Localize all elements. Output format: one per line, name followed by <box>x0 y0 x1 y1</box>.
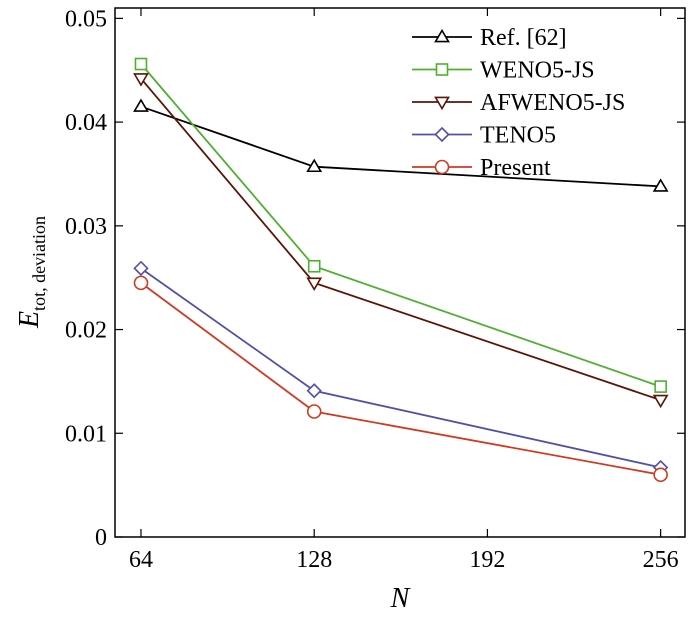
x-tick-label: 192 <box>469 547 505 573</box>
y-axis-label-sub: tot, deviation <box>29 216 49 311</box>
legend-marker <box>434 126 450 143</box>
series-afweno5-js <box>133 73 669 409</box>
legend-item: Present <box>412 155 551 181</box>
y-tick-label: 0.03 <box>65 214 107 240</box>
y-tick-label: 0.02 <box>65 318 107 344</box>
data-point <box>133 73 149 87</box>
y-axis-label: Etot, deviation <box>14 216 49 329</box>
data-point <box>133 275 149 291</box>
series-ref-62- <box>133 98 669 192</box>
legend-marker <box>434 28 450 43</box>
plot-frame <box>114 7 686 538</box>
data-point <box>306 158 323 173</box>
x-tick-label: 256 <box>643 547 679 573</box>
x-tick-label: 128 <box>296 547 332 573</box>
legend-label: Present <box>480 155 551 181</box>
legend-item: TENO5 <box>412 123 556 149</box>
legend-label: AFWENO5-JS <box>480 90 625 116</box>
series-line <box>140 105 661 188</box>
x-axis-label: N <box>390 583 411 614</box>
data-point <box>306 383 322 399</box>
legend-marker <box>435 63 449 76</box>
legend-marker <box>434 96 450 111</box>
series-present <box>133 275 668 483</box>
series-teno5 <box>133 260 669 476</box>
series-line <box>140 267 661 469</box>
y-axis-label-main: E <box>14 311 45 329</box>
data-point <box>307 259 321 273</box>
data-point <box>134 57 148 71</box>
data-point <box>652 394 669 409</box>
legend-item: WENO5-JS <box>412 58 595 84</box>
y-tick-label: 0.01 <box>65 421 107 447</box>
data-point <box>654 380 667 393</box>
legend-item: AFWENO5-JS <box>412 90 625 116</box>
data-point <box>306 277 323 291</box>
data-point <box>133 260 149 276</box>
series-line <box>140 77 661 401</box>
svg-text:Etot, deviation: Etot, deviation <box>14 216 49 329</box>
y-tick-label: 0.05 <box>65 6 107 32</box>
legend-label: TENO5 <box>480 123 556 149</box>
series-weno5-js <box>134 57 667 393</box>
data-point <box>306 404 322 419</box>
y-tick-label: 0 <box>95 525 107 551</box>
legend-item: Ref. [62] <box>412 25 567 51</box>
x-tick-label: 64 <box>129 547 153 573</box>
legend-label: Ref. [62] <box>480 25 567 51</box>
legend-marker <box>434 159 450 175</box>
data-point <box>653 467 668 483</box>
data-point <box>652 178 669 192</box>
data-point <box>133 98 149 112</box>
legend-label: WENO5-JS <box>480 58 595 84</box>
y-tick-label: 0.04 <box>65 110 107 136</box>
